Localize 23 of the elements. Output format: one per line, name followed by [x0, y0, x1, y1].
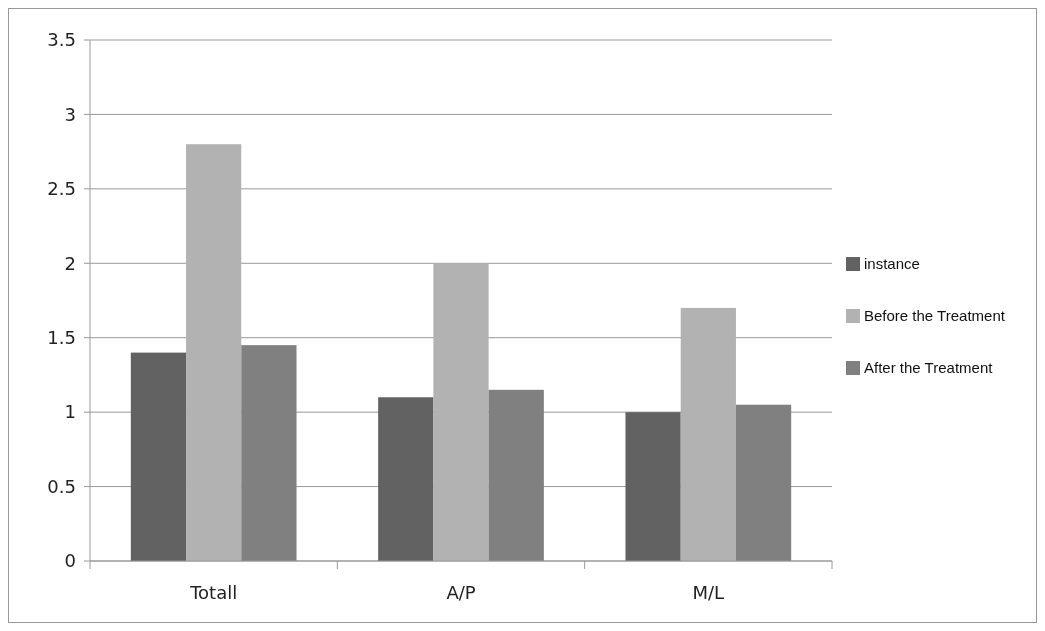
legend-label: instance: [864, 255, 920, 273]
bar: [130, 352, 187, 561]
y-tick-label: 3.5: [47, 29, 76, 51]
y-tick-label: 0: [64, 550, 76, 572]
y-tick-label: 2.5: [47, 178, 76, 200]
legend-label: After the Treatment: [864, 359, 994, 377]
bar: [680, 307, 736, 561]
bar: [488, 389, 544, 561]
legend-label: Before the Treatment: [864, 307, 1006, 325]
bar: [735, 404, 792, 561]
y-tick-label: 0.5: [47, 475, 76, 497]
y-tick-label: 1: [64, 401, 76, 423]
bar: [186, 144, 242, 561]
bar: [433, 263, 489, 561]
x-tick-label: Totall: [189, 582, 238, 603]
y-tick-label: 3: [64, 103, 76, 125]
y-tick-label: 2: [64, 252, 76, 274]
y-tick-label: 1.5: [47, 327, 76, 349]
x-tick-label: A/P: [446, 582, 476, 603]
bar: [241, 345, 297, 561]
x-tick-label: M/L: [692, 582, 725, 603]
bar: [625, 412, 681, 561]
bar: [378, 397, 434, 561]
